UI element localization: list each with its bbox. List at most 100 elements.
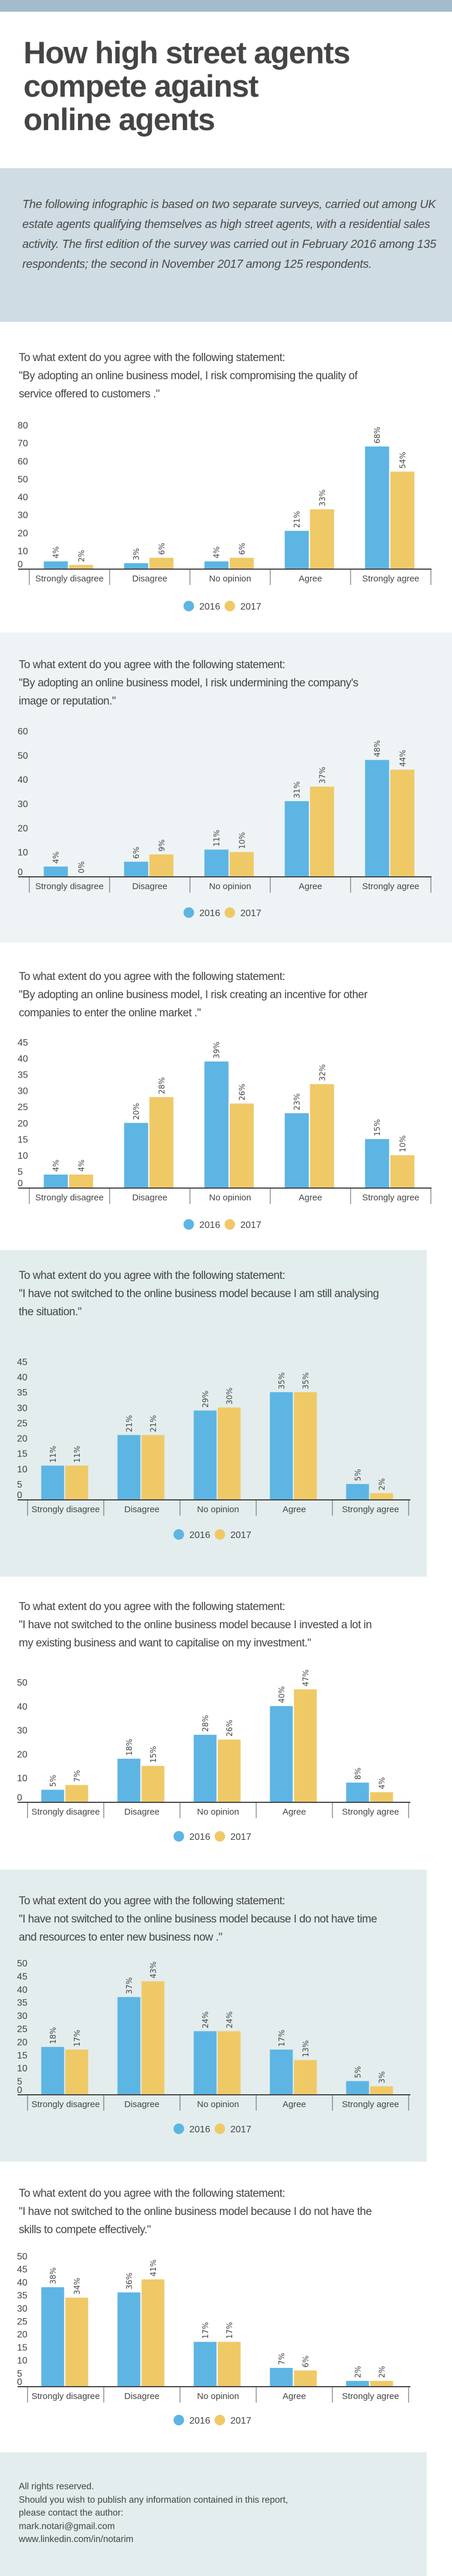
y-tick-label: 30 [18, 799, 28, 809]
top-band [0, 0, 452, 12]
y-tick-label: 25 [17, 2024, 28, 2034]
category-label: Agree [298, 1193, 322, 1203]
y-tick-label: 15 [17, 2343, 28, 2353]
legend-label: 2017 [230, 1530, 252, 1540]
bar-2016 [365, 760, 389, 876]
category-label: Strongly agree [342, 2391, 399, 2401]
bar-2016 [41, 1789, 64, 1802]
page-title: How high street agents compete against o… [23, 36, 434, 137]
question-statement-line: "By adopting an online business model, I… [19, 677, 359, 689]
value-label: 48% [373, 740, 382, 757]
question: To what extent do you agree with the fol… [19, 1267, 379, 1321]
value-label: 7% [278, 2353, 287, 2365]
bar-chart: 05 10 15 20 25 30 35 40 45 50 18% 17% Strongly disag… [17, 1959, 410, 2135]
y-tick-label: 70 [18, 439, 28, 449]
y-tick-label: 35 [17, 2291, 28, 2301]
value-label: 21% [293, 511, 302, 528]
legend-swatch-2016 [174, 1529, 184, 1540]
y-tick-label: 40 [17, 2278, 28, 2288]
value-label: 33% [318, 489, 327, 506]
value-label: 28% [158, 1077, 166, 1094]
y-tick-label: 10 [17, 1465, 28, 1475]
legend-label: 2017 [230, 1832, 252, 1842]
y-tick-label: 30 [18, 511, 28, 520]
value-label: 5% [354, 1469, 363, 1481]
value-label: 41% [149, 2259, 158, 2276]
bar-2016 [270, 2367, 293, 2386]
y-tick-label: 30 [17, 1403, 28, 1413]
question-statement-line: my existing business and want to capital… [19, 1637, 311, 1649]
value-label: 7% [73, 1770, 82, 1782]
value-label: 13% [302, 2040, 311, 2057]
category-label: Strongly agree [362, 882, 420, 891]
category-label: Strongly disagree [35, 882, 104, 891]
bar-2017 [294, 1392, 317, 1499]
y-tick-label: 5 [17, 2369, 22, 2379]
bar-2017 [229, 852, 254, 876]
question-prompt: To what extent do you agree with the fol… [19, 971, 286, 983]
value-label: 11% [213, 830, 222, 847]
footer-email-link[interactable]: mark.notari@gmail.com [19, 2521, 115, 2531]
chart-section-4: To what extent do you agree with the fol… [0, 1250, 427, 1577]
value-label: 23% [293, 1093, 302, 1110]
bar-2016 [204, 849, 229, 876]
bar-2016 [193, 2342, 217, 2386]
value-label: 4% [77, 1159, 86, 1172]
category-label: No opinion [197, 1505, 239, 1515]
bar-2016 [124, 862, 148, 876]
question-statement-line: the situation." [19, 1306, 81, 1318]
value-label: 54% [399, 452, 407, 469]
y-tick-label: 35 [18, 1070, 28, 1080]
category-label: No opinion [197, 2391, 239, 2401]
bar-2016 [193, 2031, 217, 2094]
value-label: 17% [226, 2322, 235, 2339]
y-tick-label: 0 [17, 1793, 22, 1803]
question-prompt: To what extent do you agree with the fol… [19, 1270, 286, 1282]
category-label: Agree [298, 574, 322, 584]
bar-2016 [365, 446, 389, 569]
bar-2016 [117, 1758, 141, 1802]
bar-2017 [217, 1739, 241, 1802]
bar-2017 [217, 2342, 241, 2386]
value-label: 24% [226, 2012, 235, 2029]
bar-2016 [365, 1139, 389, 1187]
value-label: 0% [77, 861, 86, 873]
value-label: 17% [202, 2322, 210, 2339]
legend-label: 2017 [230, 2125, 252, 2135]
value-label: 37% [125, 1977, 134, 1994]
bar-2017 [310, 787, 334, 876]
bar-2017 [217, 1407, 241, 1499]
question-statement-line: "By adopting an online business model, I… [19, 370, 358, 382]
y-tick-label: 30 [17, 2304, 28, 2314]
legend-swatch-2017 [215, 1529, 225, 1540]
category-label: Agree [283, 2099, 306, 2109]
value-label: 20% [132, 1103, 141, 1120]
legend-swatch-2016 [174, 2415, 184, 2425]
y-tick-label: 10 [17, 2356, 28, 2366]
question-statement-line: service offered to customers ." [19, 388, 160, 400]
y-tick-label: 35 [17, 1388, 28, 1398]
bar-2017 [294, 1689, 317, 1802]
value-label: 17% [278, 2030, 287, 2047]
value-label: 68% [373, 427, 382, 444]
legend-label: 2016 [189, 2125, 210, 2135]
y-tick-label: 5 [18, 1167, 23, 1177]
y-tick-label: 15 [18, 1135, 28, 1145]
bar-2017 [390, 770, 414, 876]
y-tick-label: 30 [18, 1087, 28, 1097]
chart-section-1: To what extent do you agree with the fol… [0, 322, 452, 632]
footer-linkedin-link[interactable]: www.linkedin.com/in/notarim [19, 2534, 134, 2544]
bar-2016 [43, 1174, 68, 1187]
value-label: 4% [52, 852, 61, 864]
question-statement-line: companies to enter the online market ." [19, 1007, 201, 1019]
bar-2017 [229, 557, 254, 569]
y-tick-label: 45 [18, 1038, 28, 1048]
value-label: 29% [202, 1391, 210, 1408]
y-tick-label: 20 [17, 2037, 28, 2047]
question-statement-line: "I have not switched to the online busin… [19, 1913, 377, 1925]
value-label: 38% [49, 2267, 58, 2284]
value-label: 3% [132, 548, 141, 560]
bar-2016 [284, 530, 309, 569]
footer-text: All rights reserved. Should you wish to … [19, 2480, 288, 2547]
bar-2016 [117, 1435, 141, 1499]
